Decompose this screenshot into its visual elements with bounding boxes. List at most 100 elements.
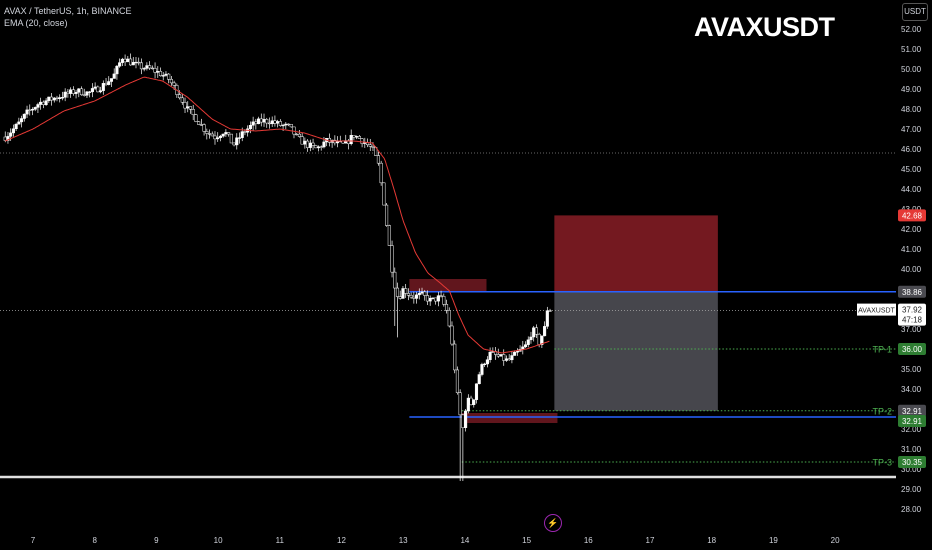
y-tick-label: 34.00: [901, 385, 922, 394]
candle-down: [3, 136, 7, 141]
candle-down: [82, 94, 86, 96]
last-price-value: 37.92: [902, 306, 923, 315]
candle-up: [436, 295, 440, 302]
x-tick-label: 8: [92, 536, 97, 545]
candle-up: [142, 68, 146, 70]
y-tick-label: 35.00: [901, 365, 922, 374]
candle-up: [221, 133, 225, 137]
candle-up: [44, 100, 48, 105]
lightning-icon[interactable]: ⚡: [544, 514, 562, 532]
x-tick-label: 12: [337, 536, 346, 545]
candle-up: [131, 62, 135, 66]
candle-up: [60, 97, 64, 99]
y-tick-label: 29.00: [901, 485, 922, 494]
candle-up: [488, 351, 492, 360]
zone-stop-loss: [554, 215, 718, 292]
y-tick-label: 41.00: [901, 245, 922, 254]
candle-up: [22, 113, 26, 119]
candle-down: [139, 62, 143, 70]
candle-up: [474, 383, 479, 400]
indicator-info: EMA (20, close): [4, 18, 68, 28]
candle-down: [243, 131, 247, 133]
x-tick-label: 20: [831, 536, 840, 545]
candle-up: [109, 78, 114, 82]
candle-down: [314, 145, 318, 149]
candle-down: [360, 138, 364, 144]
candle-down: [273, 120, 277, 124]
candle-down: [123, 58, 127, 63]
candle-down: [194, 114, 198, 122]
candle-down: [300, 136, 304, 145]
candle-up: [270, 120, 274, 125]
last-price-symbol-box: [857, 303, 896, 316]
candle-down: [254, 121, 258, 125]
price-tag: [898, 415, 926, 427]
x-tick-label: 19: [769, 536, 778, 545]
candle-down: [376, 155, 380, 164]
x-tick-label: 16: [584, 536, 593, 545]
candle-down: [434, 297, 438, 302]
last-price-symbol: AVAXUSDT: [858, 308, 895, 315]
y-tick-label: 46.00: [901, 145, 922, 154]
candle-up: [156, 71, 160, 73]
candle-down: [278, 121, 282, 126]
candle-up: [17, 121, 21, 125]
candle-down: [210, 133, 214, 137]
candle-up: [101, 83, 105, 91]
candle-down: [537, 333, 541, 345]
candle-down: [153, 68, 157, 73]
candle-up: [248, 125, 252, 130]
candle-up: [237, 137, 242, 139]
candle-down: [150, 67, 154, 70]
tp-label-tp-3: TP-3: [872, 458, 892, 468]
last-price-countdown: 47:18: [902, 316, 923, 325]
zone-supply: [409, 279, 487, 292]
candle-up: [499, 354, 503, 357]
candle-up: [120, 58, 124, 63]
currency-button[interactable]: USDT: [902, 3, 928, 21]
candle-up: [88, 91, 92, 93]
candle-up: [69, 89, 73, 94]
candle-up: [115, 65, 119, 75]
tp-label-tp-2: TP-2: [872, 406, 892, 416]
y-tick-label: 49.00: [901, 85, 922, 94]
y-tick-label: 51.00: [901, 45, 922, 54]
candle-up: [47, 96, 51, 101]
candle-down: [148, 65, 152, 69]
candle-down: [412, 296, 416, 299]
candle-down: [352, 135, 356, 138]
candle-down: [55, 97, 59, 100]
candle-up: [355, 136, 359, 138]
candle-down: [199, 124, 203, 126]
price-tag: [898, 456, 926, 468]
candle-down: [207, 133, 212, 135]
y-tick-label: 28.00: [901, 505, 922, 514]
y-tick-label: 45.00: [901, 165, 922, 174]
candle-up: [284, 123, 288, 126]
candle-up: [417, 293, 421, 296]
candle-up: [93, 86, 97, 89]
candle-down: [232, 142, 236, 146]
candle-down: [289, 123, 293, 128]
candle-up: [464, 410, 468, 428]
candle-down: [461, 414, 465, 428]
candle-down: [423, 291, 427, 296]
candle-up: [30, 109, 35, 111]
candle-up: [415, 294, 419, 299]
candle-up: [74, 91, 78, 94]
candle-up: [164, 73, 168, 76]
y-tick-label: 44.00: [901, 185, 922, 194]
candle-up: [466, 397, 470, 412]
candle-down: [213, 135, 217, 140]
y-tick-label: 48.00: [901, 105, 922, 114]
candle-up: [11, 128, 15, 134]
candle-up: [90, 88, 94, 93]
candle-down: [79, 88, 84, 96]
candle-down: [387, 225, 391, 246]
chart-title-overlay: AVAXUSDT: [694, 12, 835, 42]
candle-down: [229, 133, 233, 144]
candle-down: [202, 124, 206, 132]
candle-down: [469, 397, 473, 405]
ema-line: [5, 76, 550, 354]
